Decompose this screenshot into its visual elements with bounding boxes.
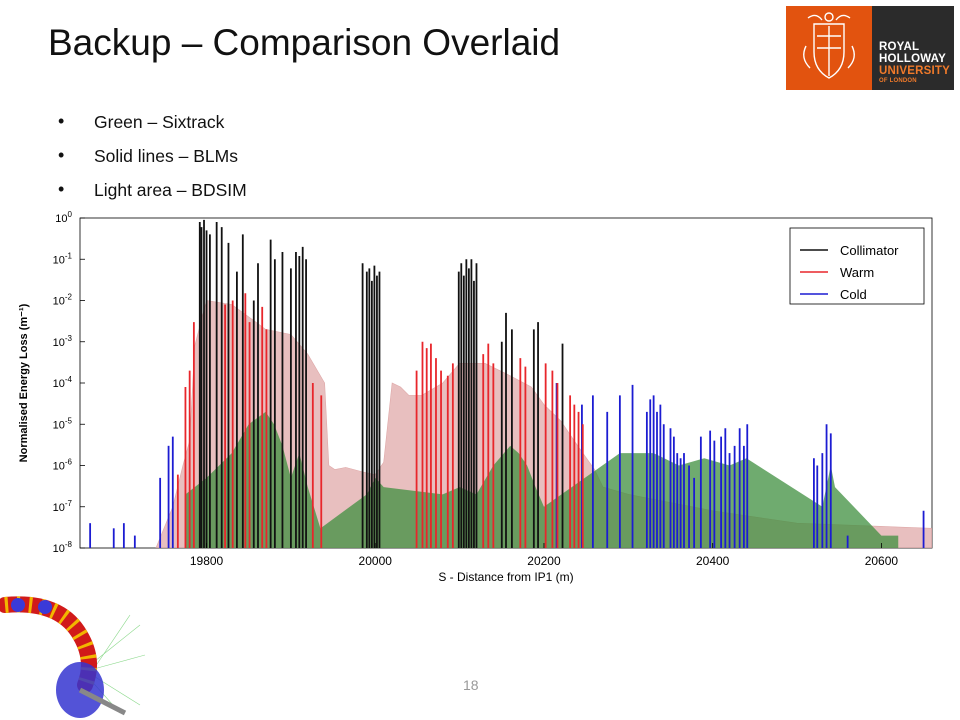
x-axis-label: S - Distance from IP1 (m) bbox=[438, 570, 573, 584]
royal-holloway-logo: ROYAL HOLLOWAY UNIVERSITY OF LONDON bbox=[786, 6, 954, 90]
logo-line: ROYAL bbox=[879, 41, 920, 53]
y-tick-base: 10 bbox=[53, 543, 65, 555]
energy-loss-chart: 10010-110-210-310-410-510-610-710-819800… bbox=[18, 210, 933, 584]
crest-icon bbox=[786, 6, 872, 90]
x-tick-label: 20000 bbox=[359, 554, 393, 568]
y-tick-base: 10 bbox=[53, 337, 65, 349]
y-tick-exponent: -5 bbox=[65, 416, 73, 425]
y-tick-label: 10-4 bbox=[53, 375, 73, 390]
logo-line: OF LONDON bbox=[879, 78, 917, 84]
legend-box bbox=[789, 227, 925, 305]
y-tick-exponent: -3 bbox=[65, 334, 73, 343]
y-tick-label: 10-3 bbox=[53, 334, 73, 349]
y-tick-label: 10-8 bbox=[53, 540, 73, 555]
y-tick-label: 10-7 bbox=[53, 499, 73, 514]
y-tick-base: 10 bbox=[53, 254, 65, 266]
y-tick-label: 10-6 bbox=[53, 458, 73, 473]
y-tick-base: 10 bbox=[55, 213, 67, 225]
y-tick-exponent: -4 bbox=[65, 375, 73, 384]
x-tick-label: 20600 bbox=[865, 554, 899, 568]
bullet-item: Solid lines – BLMs bbox=[58, 145, 247, 180]
bullet-item: Green – Sixtrack bbox=[58, 111, 247, 146]
beamline-render-image bbox=[0, 596, 146, 718]
legend-label: Collimator bbox=[840, 243, 899, 258]
y-tick-exponent: -7 bbox=[65, 499, 73, 508]
logo-line: HOLLOWAY bbox=[879, 53, 946, 65]
y-tick-label: 10-5 bbox=[53, 416, 73, 431]
y-tick-label: 10-1 bbox=[53, 251, 73, 266]
y-tick-label: 100 bbox=[55, 210, 72, 225]
y-tick-base: 10 bbox=[53, 502, 65, 514]
y-tick-base: 10 bbox=[53, 461, 65, 473]
logo-wordmark: ROYAL HOLLOWAY UNIVERSITY OF LONDON bbox=[872, 6, 954, 90]
bullet-list: Green – Sixtrack Solid lines – BLMs Ligh… bbox=[58, 111, 247, 214]
y-tick-exponent: -8 bbox=[65, 540, 73, 549]
legend-label: Cold bbox=[840, 287, 867, 302]
y-tick-exponent: -2 bbox=[65, 293, 73, 302]
logo-line: UNIVERSITY bbox=[879, 65, 951, 77]
x-tick-label: 20200 bbox=[527, 554, 561, 568]
y-tick-exponent: -1 bbox=[65, 251, 73, 260]
y-axis-label: Normalised Energy Loss (m⁻¹) bbox=[18, 303, 30, 462]
y-tick-base: 10 bbox=[53, 378, 65, 390]
y-tick-base: 10 bbox=[53, 419, 65, 431]
y-tick-base: 10 bbox=[53, 296, 65, 308]
slide-title: Backup – Comparison Overlaid bbox=[48, 22, 561, 63]
bullet-item: Light area – BDSIM bbox=[58, 179, 247, 214]
x-tick-label: 19800 bbox=[190, 554, 224, 568]
sixtrack-area bbox=[185, 411, 899, 548]
page-number: 18 bbox=[463, 677, 479, 693]
y-tick-exponent: -6 bbox=[65, 458, 73, 467]
y-tick-exponent: 0 bbox=[68, 210, 73, 219]
legend-label: Warm bbox=[840, 265, 874, 280]
x-tick-label: 20400 bbox=[696, 554, 730, 568]
y-tick-label: 10-2 bbox=[53, 293, 73, 308]
